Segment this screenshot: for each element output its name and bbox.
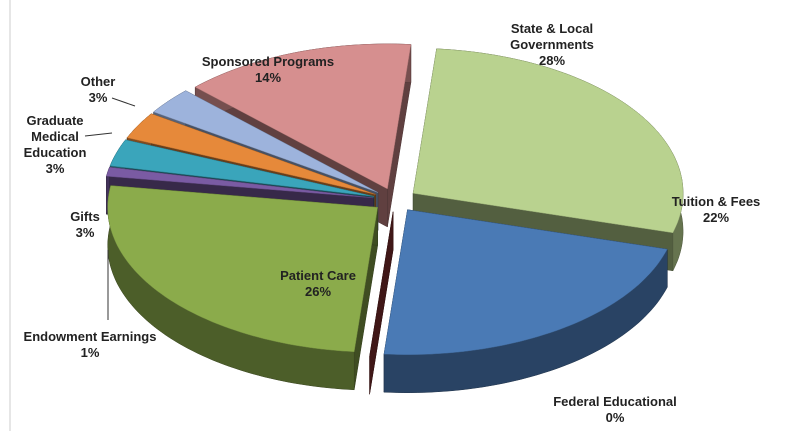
slice-value: 3% [75, 225, 95, 240]
slice-name: Patient Care [280, 268, 356, 283]
slice-value: 0% [605, 410, 625, 425]
slice-value: 1% [80, 345, 100, 360]
slice-label: Other 3% [68, 74, 128, 106]
slice-value: 26% [304, 284, 332, 299]
slice-name: State & Local Governments [510, 21, 594, 52]
slice-value: 28% [538, 53, 566, 68]
slice-label: Endowment Earnings 1% [5, 329, 175, 361]
slice [194, 43, 412, 190]
slice-label: Sponsored Programs 14% [188, 54, 348, 86]
slice [109, 139, 375, 197]
slice-label: Tuition & Fees 22% [656, 194, 776, 226]
slice-name: Tuition & Fees [671, 194, 761, 209]
slice-name: Federal Educational [553, 394, 677, 409]
slice-value: 3% [88, 90, 108, 105]
slice-label: State & Local Governments 28% [487, 21, 617, 69]
slice-value: 22% [702, 210, 730, 225]
slice-name: Graduate Medical Education [23, 113, 87, 160]
slice-name: Sponsored Programs [201, 54, 335, 69]
leaders [84, 97, 136, 320]
slice-label: Federal Educational 0% [535, 394, 695, 426]
slice-label: Gifts 3% [55, 209, 115, 241]
slice [126, 113, 376, 195]
slice [383, 209, 668, 355]
leader-line [111, 97, 136, 107]
slice-value: 14% [254, 70, 282, 85]
slice-wall [369, 211, 394, 395]
slice-name: Gifts [70, 209, 100, 224]
slice-value: 3% [45, 161, 65, 176]
slice [412, 48, 684, 234]
slice-name: Endowment Earnings [23, 329, 157, 344]
slice-name: Other [80, 74, 116, 89]
slice-label: Patient Care 26% [263, 268, 373, 300]
slice-label: Graduate Medical Education 3% [15, 113, 95, 177]
slice [106, 166, 374, 199]
leader-line [84, 132, 113, 137]
slice [107, 185, 378, 353]
slice [153, 90, 379, 193]
